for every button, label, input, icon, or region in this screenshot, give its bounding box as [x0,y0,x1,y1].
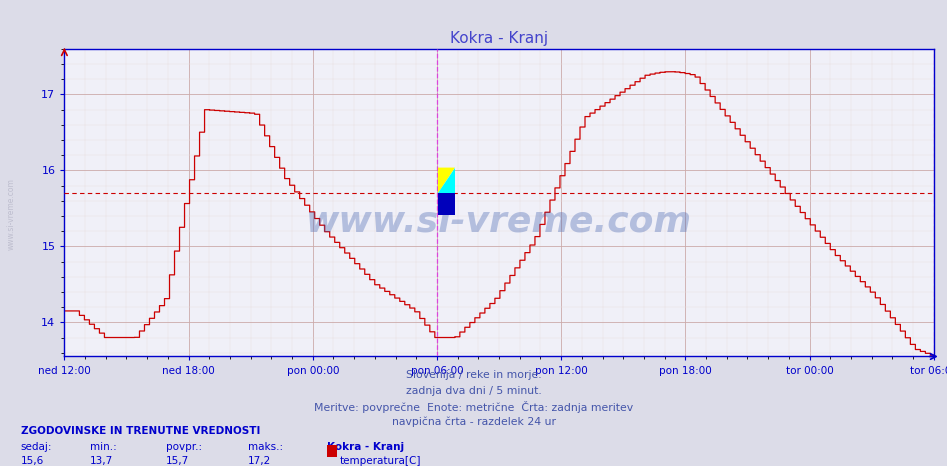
Text: povpr.:: povpr.: [166,442,202,452]
Text: 15,7: 15,7 [166,456,189,466]
Text: 15,6: 15,6 [21,456,45,466]
Text: ZGODOVINSKE IN TRENUTNE VREDNOSTI: ZGODOVINSKE IN TRENUTNE VREDNOSTI [21,426,260,436]
Text: Meritve: povprečne  Enote: metrične  Črta: zadnja meritev: Meritve: povprečne Enote: metrične Črta:… [314,401,633,413]
Text: zadnja dva dni / 5 minut.: zadnja dva dni / 5 minut. [405,386,542,396]
Text: Slovenija / reke in morje.: Slovenija / reke in morje. [405,370,542,380]
Text: www.si-vreme.com: www.si-vreme.com [7,178,16,250]
Text: navpična črta - razdelek 24 ur: navpična črta - razdelek 24 ur [391,417,556,427]
Text: 13,7: 13,7 [90,456,114,466]
Text: 17,2: 17,2 [248,456,272,466]
Title: Kokra - Kranj: Kokra - Kranj [450,31,548,47]
Text: maks.:: maks.: [248,442,283,452]
Text: temperatura[C]: temperatura[C] [340,456,421,466]
Text: min.:: min.: [90,442,116,452]
Text: Kokra - Kranj: Kokra - Kranj [327,442,403,452]
Text: www.si-vreme.com: www.si-vreme.com [306,204,692,238]
Text: sedaj:: sedaj: [21,442,52,452]
